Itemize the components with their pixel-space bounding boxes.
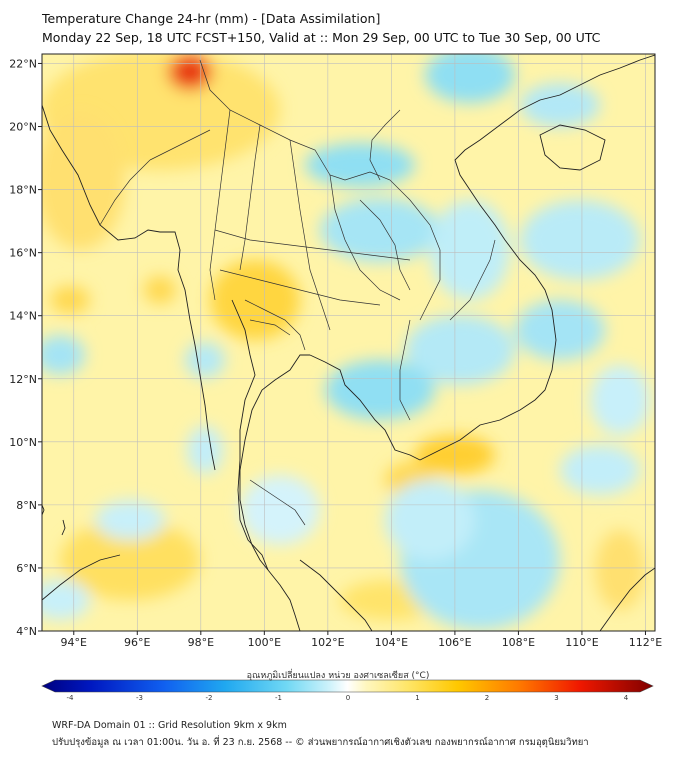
- lon-tick-label: 100°E: [248, 636, 281, 649]
- lon-tick-label: 94°E: [61, 636, 87, 649]
- lat-tick-label: 18°N: [9, 184, 37, 197]
- map-frame: [41, 53, 656, 632]
- lat-tick-label: 6°N: [16, 562, 37, 575]
- lat-tick-label: 10°N: [9, 436, 37, 449]
- colorbar-label: อุณหภูมิเปลี่ยนแปลง หน่วย องศาเซลเซียส (…: [246, 671, 430, 681]
- colorbar: -4 -3 -2 -1 0 1 2 3 4: [41, 679, 654, 702]
- colorbar-tick-label: 3: [554, 694, 558, 702]
- lon-tick-label: 112°E: [629, 636, 662, 649]
- colorbar-tick-label: -4: [67, 694, 75, 702]
- lat-tick-label: 20°N: [9, 121, 37, 134]
- colorbar-tick-label: 1: [415, 694, 419, 702]
- coastlines-borders: [42, 54, 655, 631]
- footer-model-info: WRF-DA Domain 01 :: Grid Resolution 9km …: [52, 720, 287, 731]
- colorbar-tick-label: 0: [346, 694, 350, 702]
- lat-tick-label: 12°N: [9, 373, 37, 386]
- lat-tick-label: 22°N: [9, 57, 37, 70]
- lon-tick-label: 110°E: [565, 636, 598, 649]
- colorbar-tick-label: 2: [485, 694, 489, 702]
- lat-tick-label: 4°N: [16, 625, 37, 638]
- latitude-axis: 22°N 20°N 18°N 16°N 14°N 12°N 10°N 8°N 6°N 4°N: [9, 57, 42, 638]
- lat-tick-label: 16°N: [9, 247, 37, 260]
- lon-tick-label: 102°E: [311, 636, 344, 649]
- lat-tick-label: 14°N: [9, 310, 37, 323]
- lon-tick-label: 98°E: [188, 636, 214, 649]
- lon-tick-label: 104°E: [375, 636, 408, 649]
- colorbar-tick-label: -1: [275, 694, 282, 702]
- lon-tick-label: 96°E: [124, 636, 150, 649]
- map-title: Temperature Change 24-hr (mm) - [Data As…: [42, 11, 381, 26]
- lon-tick-label: 106°E: [438, 636, 471, 649]
- colorbar-tick-label: 4: [624, 694, 629, 702]
- temperature-change-field: [42, 54, 655, 631]
- footer-credits: ปรับปรุงข้อมูล ณ เวลา 01:00น. วัน อ. ที่…: [52, 737, 589, 748]
- colorbar-tick-label: -2: [206, 694, 213, 702]
- map-subtitle-valid-time: Monday 22 Sep, 18 UTC FCST+150, Valid at…: [42, 30, 601, 45]
- lat-tick-label: 8°N: [16, 499, 37, 512]
- longitude-axis: 94°E 96°E 98°E 100°E 102°E 104°E 106°E 108°E 110…: [61, 631, 662, 649]
- lon-tick-label: 108°E: [502, 636, 535, 649]
- colorbar-tick-label: -3: [136, 694, 143, 702]
- province-boundaries: [99, 59, 496, 526]
